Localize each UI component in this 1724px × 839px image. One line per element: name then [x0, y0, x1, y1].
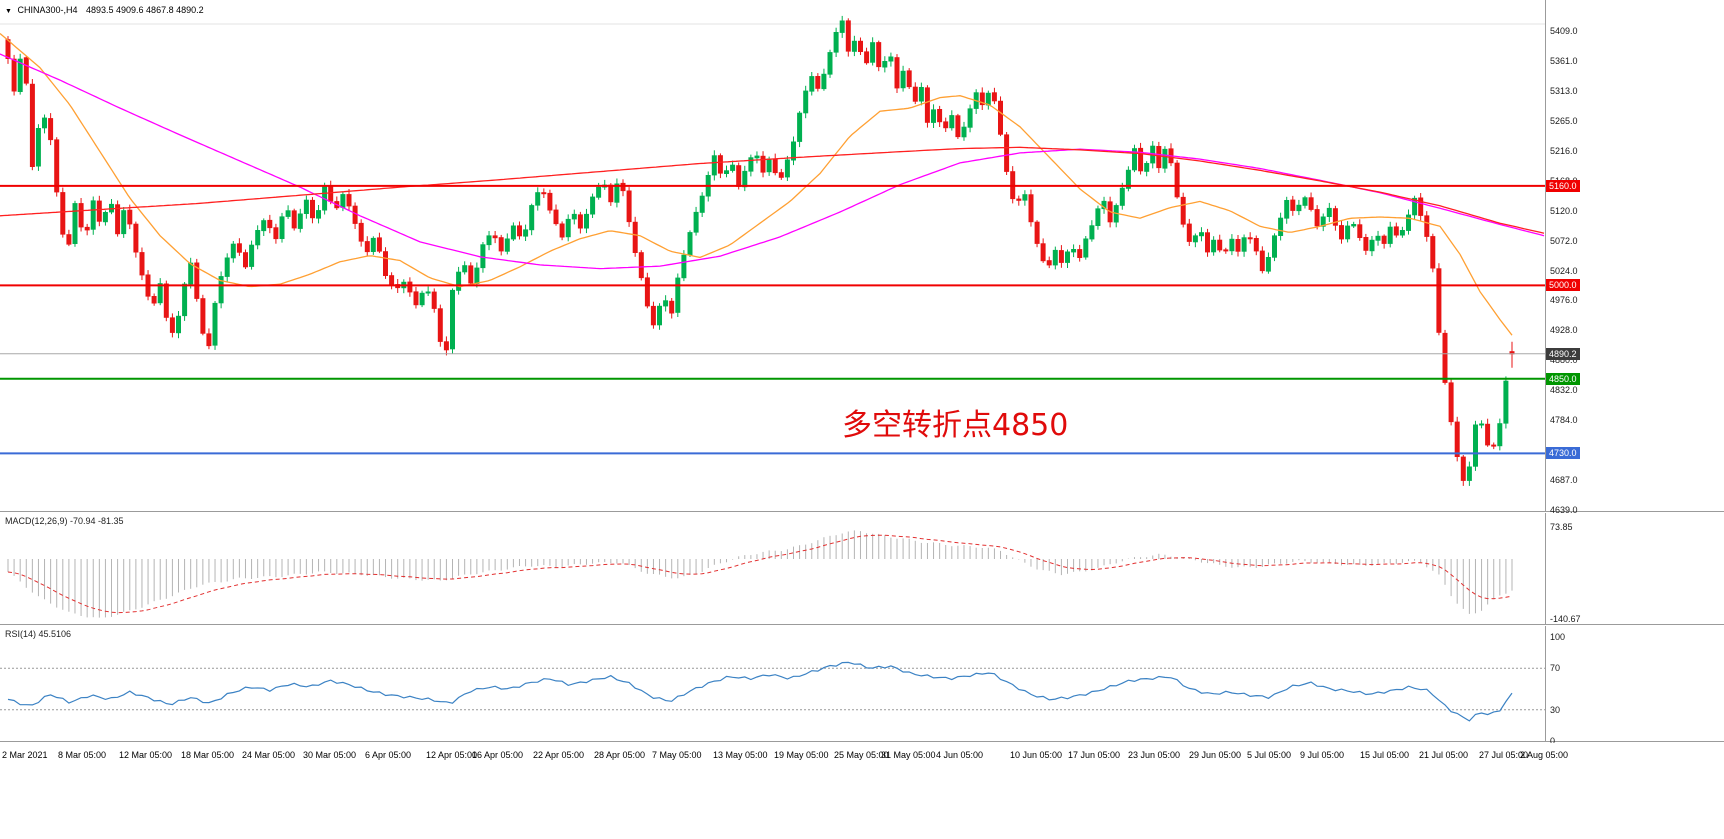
current-price-label: 4890.2 — [1546, 347, 1580, 360]
rsi-axis[interactable]: 100 70 30 0 — [1545, 626, 1724, 746]
main-chart-panel: 5409.05361.05313.05265.05216.05168.05120… — [0, 0, 1724, 515]
price-tick-label: 4832.0 — [1550, 384, 1578, 395]
time-axis-label: 7 May 05:00 — [652, 750, 702, 760]
time-axis-label: 5 Jul 05:00 — [1247, 750, 1292, 760]
rsi-canvas[interactable] — [0, 626, 1545, 742]
rsi-tick-label: 100 — [1550, 632, 1566, 642]
level-price-label: 5000.0 — [1546, 279, 1580, 292]
time-axis-label: 4 Jun 05:00 — [936, 750, 984, 760]
time-axis-label: 17 Jun 05:00 — [1068, 750, 1121, 760]
macd-tick-label: 73.85 — [1550, 522, 1573, 532]
time-axis[interactable]: 2 Mar 2021 8 Mar 05:00 12 Mar 05:00 18 Mar … — [0, 743, 1724, 839]
time-axis-label: 19 May 05:00 — [774, 750, 829, 760]
macd-axis[interactable]: 73.85 -140.67 — [1545, 513, 1724, 624]
price-tick-label: 4880.0 — [1550, 355, 1578, 366]
rsi-tick-label: 0 — [1550, 736, 1556, 746]
level-price-label: 4730.0 — [1546, 447, 1580, 460]
time-axis-label: 28 Apr 05:00 — [594, 750, 646, 760]
chart-header: ▼ CHINA300-,H4 4893.5 4909.6 4867.8 4890… — [5, 5, 204, 15]
price-tick-label: 5120.0 — [1550, 205, 1578, 216]
rsi-panel: 100 70 30 0 RSI(14) 45.5106 — [0, 626, 1724, 746]
macd-canvas[interactable] — [0, 513, 1545, 625]
time-axis-label: 16 Apr 05:00 — [472, 750, 524, 760]
time-axis-label: 27 Jul 05:00 — [1479, 750, 1529, 760]
ohlc-values: 4893.5 4909.6 4867.8 4890.2 — [86, 5, 204, 15]
time-axis-label: 13 May 05:00 — [713, 750, 768, 760]
time-axis-label: 15 Jul 05:00 — [1360, 750, 1410, 760]
price-tick-label: 4639.0 — [1550, 505, 1578, 515]
chevron-down-icon[interactable]: ▼ — [5, 8, 12, 15]
time-axis-label: 10 Jun 05:00 — [1010, 750, 1063, 760]
time-axis-label: 2 Aug 05:00 — [1520, 750, 1569, 760]
price-tick-label: 5361.0 — [1550, 55, 1578, 66]
time-axis-label: 21 Jul 05:00 — [1419, 750, 1469, 760]
price-axis[interactable]: 5409.05361.05313.05265.05216.05168.05120… — [1545, 0, 1724, 515]
price-tick-label: 4784.0 — [1550, 414, 1578, 425]
chart-annotation-text: 多空转折点4850 — [842, 408, 1069, 443]
price-tick-label: 5072.0 — [1550, 235, 1578, 246]
time-axis-label: 24 Mar 05:00 — [242, 750, 296, 760]
time-axis-label: 12 Apr 05:00 — [426, 750, 478, 760]
symbol-label: CHINA300-,H4 — [17, 5, 78, 15]
time-axis-label: 25 May 05:00 — [834, 750, 889, 760]
time-axis-label: 31 May 05:00 — [881, 750, 936, 760]
price-tick-label: 5313.0 — [1550, 85, 1578, 96]
time-axis-label: 22 Apr 05:00 — [533, 750, 585, 760]
rsi-tick-label: 30 — [1550, 704, 1561, 715]
price-tick-label: 5409.0 — [1550, 26, 1578, 36]
time-axis-label: 2 Mar 2021 — [2, 750, 48, 760]
macd-tick-label: -140.67 — [1550, 614, 1581, 624]
price-tick-label: 5024.0 — [1550, 265, 1578, 276]
price-tick-label: 4976.0 — [1550, 295, 1578, 306]
time-axis-label: 12 Mar 05:00 — [119, 750, 173, 760]
price-chart-canvas[interactable] — [0, 0, 1545, 512]
level-price-label: 4850.0 — [1546, 372, 1580, 385]
time-axis-label: 9 Jul 05:00 — [1300, 750, 1345, 760]
time-axis-label: 23 Jun 05:00 — [1128, 750, 1181, 760]
price-tick-label: 5265.0 — [1550, 115, 1578, 126]
time-axis-label: 6 Apr 05:00 — [365, 750, 412, 760]
macd-indicator-label: MACD(12,26,9) -70.94 -81.35 — [5, 516, 124, 526]
price-tick-label: 4928.0 — [1550, 325, 1578, 336]
price-tick-label: 4687.0 — [1550, 475, 1578, 486]
time-axis-label: 29 Jun 05:00 — [1189, 750, 1242, 760]
macd-panel: 73.85 -140.67 MACD(12,26,9) -70.94 -81.35 — [0, 513, 1724, 625]
rsi-indicator-label: RSI(14) 45.5106 — [5, 629, 72, 639]
time-axis-label: 18 Mar 05:00 — [181, 750, 235, 760]
time-axis-label: 8 Mar 05:00 — [58, 750, 107, 760]
rsi-tick-label: 70 — [1550, 663, 1561, 674]
time-axis-label: 30 Mar 05:00 — [303, 750, 357, 760]
price-tick-label: 5216.0 — [1550, 146, 1578, 157]
level-price-label: 5160.0 — [1546, 179, 1580, 192]
